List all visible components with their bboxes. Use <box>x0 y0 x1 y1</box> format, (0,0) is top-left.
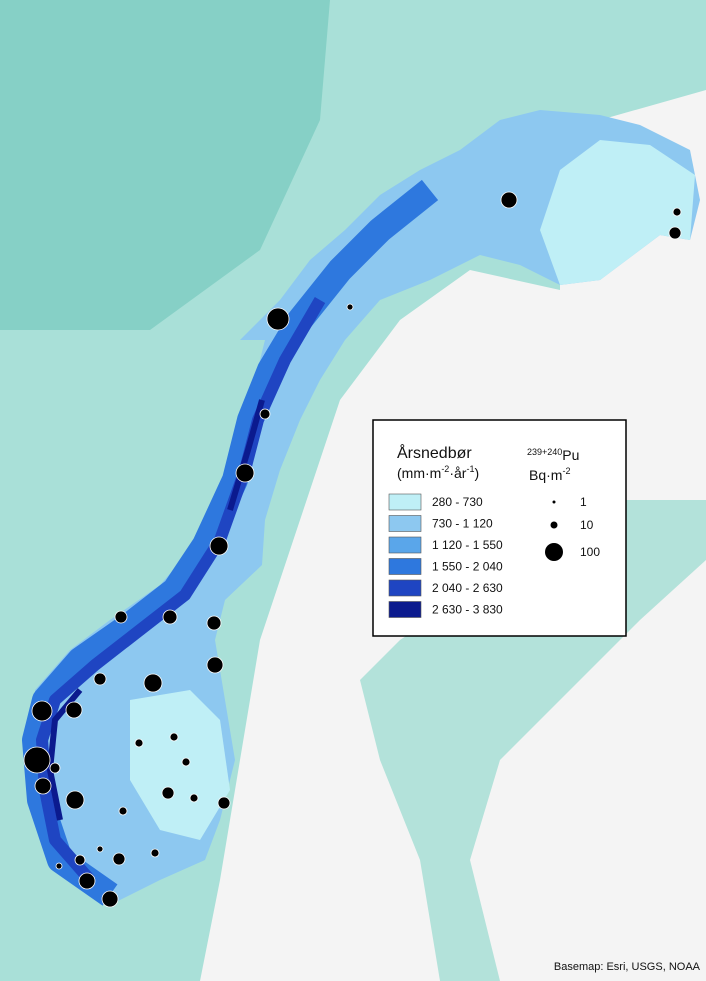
legend-swatch <box>388 515 422 532</box>
legend-label: 2 630 - 3 830 <box>432 603 503 617</box>
legend-swatch <box>388 558 422 575</box>
legend-size-label: 100 <box>580 545 600 559</box>
legend-size-symbol <box>550 521 558 529</box>
legend-size-label: 10 <box>580 518 594 532</box>
eastern-dry <box>130 690 230 840</box>
legend-label: 2 040 - 2 630 <box>432 581 503 595</box>
precip-unit: (mm·m-2·år-1) <box>397 464 479 481</box>
legend-size-symbol <box>545 543 563 561</box>
unit-sup: -2 <box>562 466 570 476</box>
legend-swatch <box>388 601 422 618</box>
pu-unit: Bq·m-2 <box>529 466 570 483</box>
legend-size-symbol <box>552 500 556 504</box>
credit: Basemap: Esri, USGS, NOAA <box>554 961 701 973</box>
unit-part: (mm·m <box>397 465 441 481</box>
unit-sup: -1 <box>466 464 474 474</box>
unit-part: Bq·m <box>529 467 562 483</box>
unit-part: ·år <box>449 465 466 481</box>
legend-label: 1 120 - 1 550 <box>432 538 503 552</box>
samples <box>23 191 682 908</box>
legend-swatch <box>388 536 422 554</box>
pu-title: 239+240Pu <box>527 447 579 463</box>
legend-swatch <box>388 579 422 597</box>
unit-sup: -2 <box>441 464 449 474</box>
pu-sup: 239+240 <box>527 447 562 457</box>
precip-title: Årsnedbør <box>397 443 472 462</box>
pu-symbol: Pu <box>562 447 579 463</box>
legend-label: 280 - 730 <box>432 495 483 509</box>
legend-label: 730 - 1 120 <box>432 517 493 531</box>
legend-label: 1 550 - 2 040 <box>432 560 503 574</box>
deep-sea <box>0 0 330 330</box>
legend-swatch <box>388 493 422 511</box>
unit-part: ) <box>474 465 479 481</box>
finnmark-dry <box>540 140 695 285</box>
legend-size-label: 1 <box>580 495 587 509</box>
